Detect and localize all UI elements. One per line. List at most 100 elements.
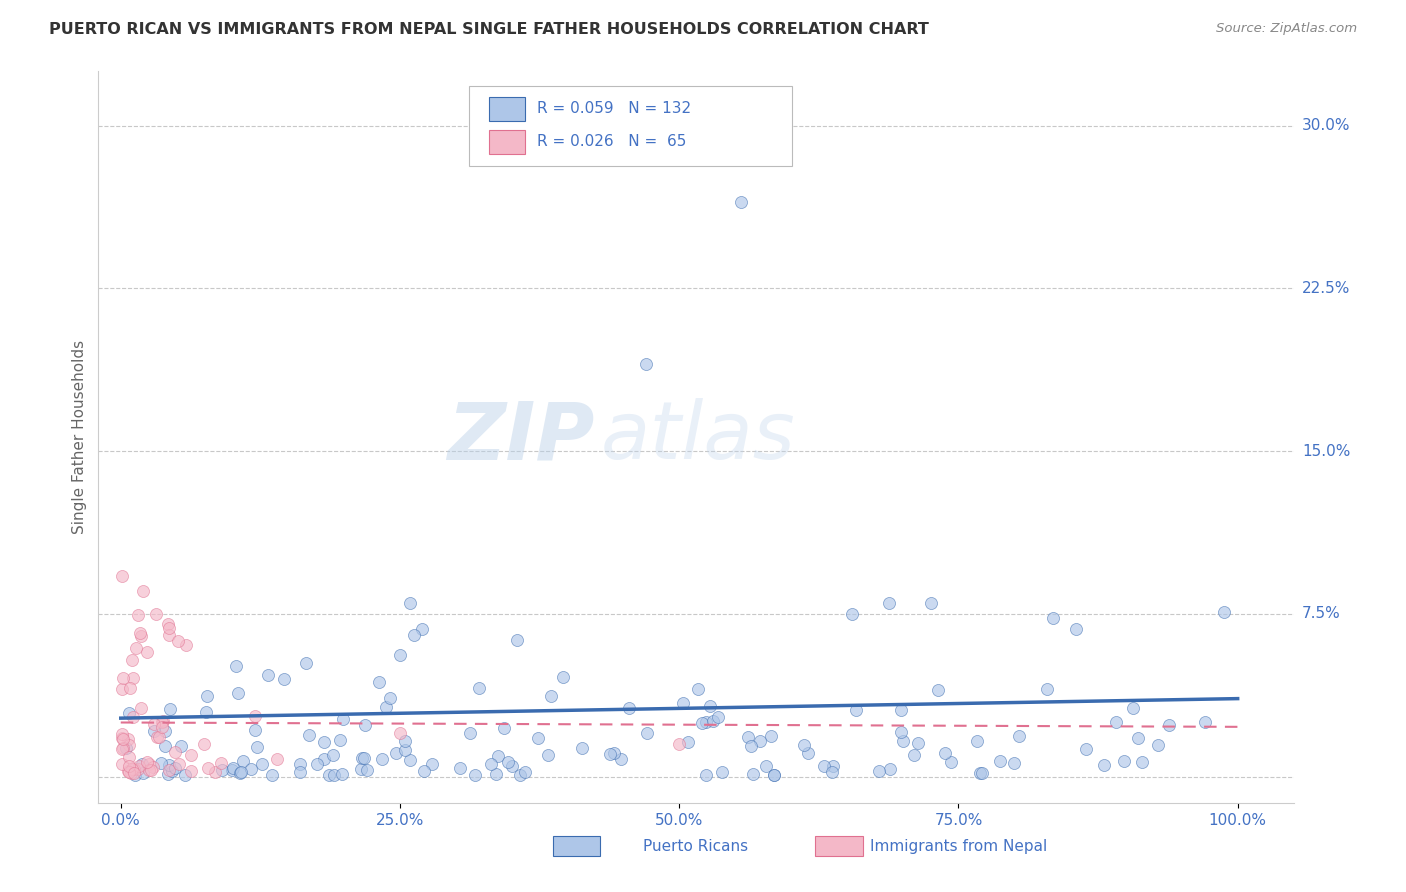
Point: [845, 703, 868, 717]
Y-axis label: Single Father Households: Single Father Households: [72, 340, 87, 534]
Point: [970, 765, 993, 780]
Text: 7.5%: 7.5%: [1302, 607, 1340, 622]
Point: [394, 742, 416, 756]
Point: [120, 766, 142, 780]
Point: [111, 731, 134, 745]
Text: 22.5%: 22.5%: [1302, 281, 1350, 296]
Point: [111, 682, 134, 697]
Point: [332, 712, 354, 726]
Point: [707, 709, 730, 723]
Point: [142, 759, 165, 773]
Point: [121, 763, 143, 777]
Point: [378, 691, 401, 706]
Point: [941, 756, 963, 770]
Point: [1064, 622, 1087, 636]
Point: [368, 675, 391, 690]
Point: [153, 723, 176, 738]
Point: [394, 733, 416, 747]
Point: [121, 653, 143, 667]
Point: [129, 701, 152, 715]
Point: [122, 765, 145, 780]
Point: [257, 667, 280, 681]
Point: [686, 681, 709, 696]
Point: [797, 746, 820, 760]
Point: [197, 760, 219, 774]
Point: [1092, 758, 1115, 772]
Point: [1036, 681, 1059, 696]
Point: [111, 672, 134, 686]
Point: [312, 735, 335, 749]
Text: PUERTO RICAN VS IMMIGRANTS FROM NEPAL SINGLE FATHER HOUSEHOLDS CORRELATION CHART: PUERTO RICAN VS IMMIGRANTS FROM NEPAL SI…: [49, 22, 929, 37]
Text: Immigrants from Nepal: Immigrants from Nepal: [870, 839, 1047, 855]
Point: [515, 765, 537, 780]
Point: [1002, 756, 1025, 771]
Point: [399, 753, 422, 767]
Point: [1122, 701, 1144, 715]
Point: [243, 709, 266, 723]
Point: [422, 757, 444, 772]
Point: [695, 715, 717, 730]
Point: [389, 648, 412, 663]
Point: [920, 596, 942, 610]
Point: [322, 747, 344, 762]
Point: [142, 717, 165, 731]
Text: R = 0.026   N =  65: R = 0.026 N = 65: [537, 134, 686, 149]
Point: [399, 596, 422, 610]
Point: [298, 728, 321, 742]
Point: [174, 639, 197, 653]
Point: [370, 752, 392, 766]
Point: [229, 766, 252, 780]
Point: [157, 622, 180, 636]
Point: [496, 755, 519, 769]
Point: [353, 751, 375, 765]
Point: [180, 764, 202, 779]
Point: [603, 747, 626, 761]
Point: [132, 583, 155, 598]
Point: [695, 767, 717, 781]
Point: [165, 760, 187, 774]
Point: [890, 703, 912, 717]
Point: [537, 748, 560, 763]
Text: 15.0%: 15.0%: [1302, 443, 1350, 458]
Point: [460, 726, 482, 740]
Point: [129, 629, 152, 643]
Point: [969, 766, 991, 780]
Point: [262, 767, 284, 781]
Point: [841, 607, 863, 621]
Point: [509, 767, 531, 781]
Point: [617, 701, 640, 715]
Point: [167, 756, 190, 771]
Point: [350, 751, 373, 765]
Point: [148, 730, 170, 744]
FancyBboxPatch shape: [470, 86, 792, 167]
Point: [1130, 756, 1153, 770]
Point: [966, 734, 988, 748]
Point: [1194, 714, 1216, 729]
Point: [170, 739, 193, 753]
Point: [209, 756, 232, 771]
Point: [1212, 605, 1234, 619]
Point: [356, 763, 378, 777]
Point: [138, 756, 160, 771]
Point: [305, 757, 328, 772]
Point: [934, 746, 956, 760]
Point: [330, 767, 353, 781]
Point: [672, 697, 695, 711]
Point: [111, 757, 134, 772]
Point: [599, 747, 621, 761]
Point: [165, 745, 187, 759]
Point: [312, 752, 335, 766]
Point: [1126, 731, 1149, 745]
Point: [479, 756, 502, 771]
Point: [467, 681, 489, 696]
FancyBboxPatch shape: [489, 130, 524, 154]
Point: [1007, 729, 1029, 743]
Point: [204, 764, 226, 779]
Point: [273, 672, 295, 686]
Point: [132, 765, 155, 780]
Point: [157, 767, 180, 781]
Point: [323, 767, 346, 781]
Point: [152, 715, 174, 730]
Point: [122, 762, 145, 776]
Point: [152, 714, 174, 729]
